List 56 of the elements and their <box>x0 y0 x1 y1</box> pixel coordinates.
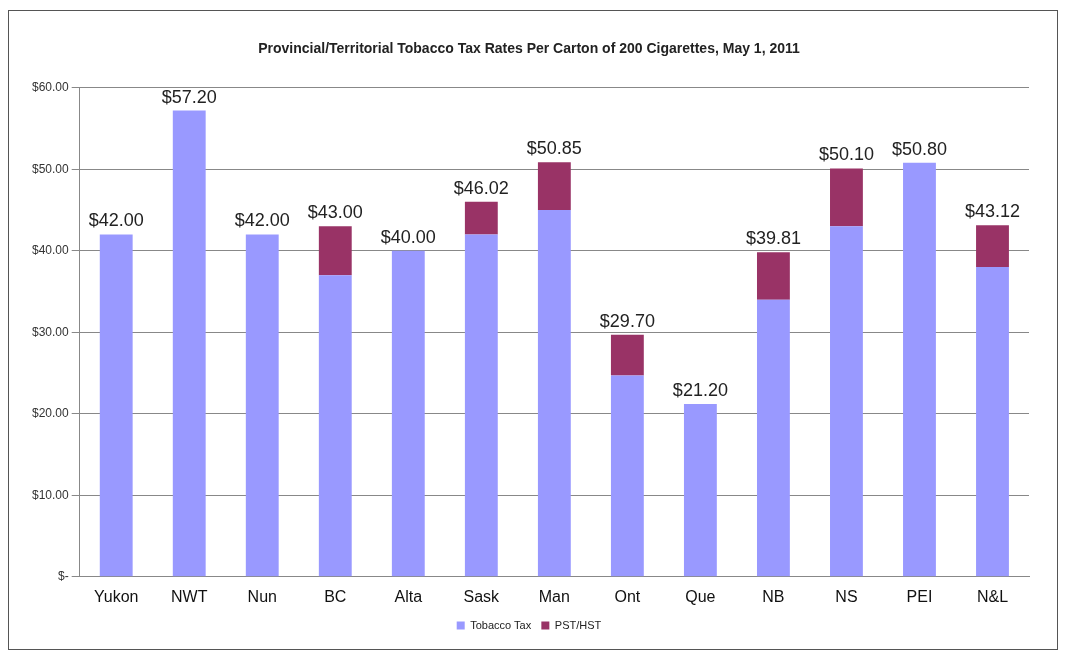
total-label: $57.20 <box>161 86 217 107</box>
y-tick-label: $20.00 <box>32 406 70 421</box>
x-tick-label: Man <box>538 587 570 605</box>
total-label: $50.80 <box>891 138 947 159</box>
x-tick-label: Nun <box>247 587 277 605</box>
total-label: $43.12 <box>964 201 1021 222</box>
bar <box>976 267 1009 577</box>
y-tick-label: $50.00 <box>32 161 70 176</box>
y-tick-label: $10.00 <box>32 487 70 502</box>
bar <box>903 162 936 577</box>
bar <box>830 226 863 577</box>
bar <box>756 299 790 577</box>
bar <box>830 168 863 227</box>
y-tick-label: $60.00 <box>32 80 70 95</box>
y-tick-label: $40.00 <box>32 243 70 258</box>
x-tick-label: NS <box>835 587 858 605</box>
bar <box>537 210 571 577</box>
total-label: $40.00 <box>380 226 436 247</box>
bar <box>99 234 133 577</box>
total-label: $43.00 <box>307 202 363 223</box>
bar <box>318 275 352 577</box>
bar <box>391 250 425 577</box>
chart-title: Provincial/Territorial Tobacco Tax Rates Per Carton of 200 Cigarettes, May 1, 2011 <box>258 40 800 57</box>
total-label: $46.02 <box>453 177 509 198</box>
bar <box>464 234 498 577</box>
y-tick-label: $- <box>58 569 69 584</box>
x-tick-label: NWT <box>171 587 208 605</box>
x-tick-label: PEI <box>906 587 933 605</box>
bar <box>537 162 571 211</box>
legend-label: PST/HST <box>554 618 602 631</box>
y-tick-label: $30.00 <box>32 324 70 339</box>
bar <box>610 334 644 376</box>
x-tick-label: Yukon <box>93 587 139 605</box>
total-label: $29.70 <box>599 310 655 331</box>
bar <box>976 225 1009 268</box>
bar <box>683 404 717 577</box>
x-tick-label: Alta <box>394 587 423 605</box>
legend-label: Tobacco Tax <box>470 618 532 631</box>
total-label: $50.85 <box>526 138 582 159</box>
x-tick-label: N&L <box>976 587 1009 605</box>
x-tick-label: Sask <box>463 587 501 605</box>
bar <box>756 252 790 300</box>
x-tick-label: NB <box>762 587 785 605</box>
x-tick-label: BC <box>324 587 347 605</box>
total-label: $39.81 <box>745 228 801 249</box>
bar <box>464 201 498 235</box>
x-tick-label: Que <box>685 587 716 605</box>
total-label: $42.00 <box>88 210 144 231</box>
total-label: $50.10 <box>818 144 874 165</box>
total-label: $21.20 <box>672 379 728 400</box>
bar <box>245 234 279 577</box>
bar <box>610 375 644 577</box>
bar <box>172 110 206 577</box>
bar <box>318 226 352 276</box>
total-label: $42.00 <box>234 210 290 231</box>
x-tick-label: Ont <box>614 587 641 605</box>
